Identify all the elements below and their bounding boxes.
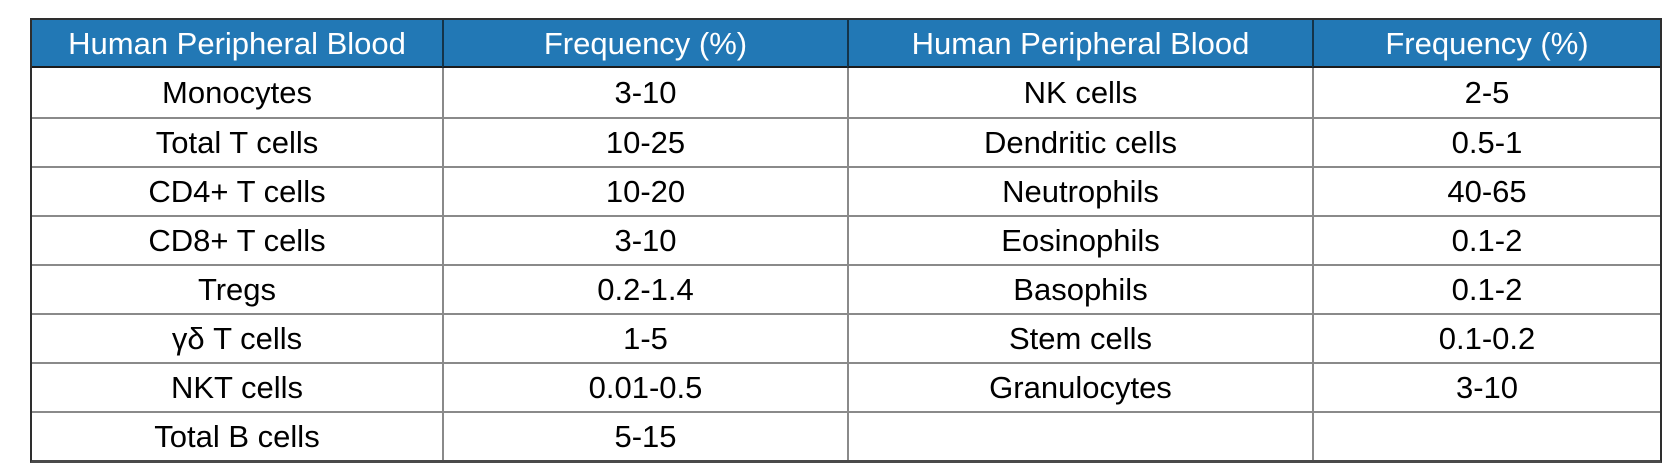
- table-cell: Stem cells: [847, 313, 1312, 362]
- table-cell: Neutrophils: [847, 166, 1312, 215]
- table-cell-empty: [1312, 411, 1660, 460]
- table-cell: 10-20: [442, 166, 847, 215]
- table-cell: Basophils: [847, 264, 1312, 313]
- table-cell: NKT cells: [32, 362, 442, 411]
- table-cell: Total T cells: [32, 117, 442, 166]
- table-cell: Granulocytes: [847, 362, 1312, 411]
- header-cell-population-right: Human Peripheral Blood: [847, 20, 1312, 68]
- table-cell: Dendritic cells: [847, 117, 1312, 166]
- table-cell: 3-10: [1312, 362, 1660, 411]
- blood-cell-frequency-table: Human Peripheral Blood Frequency (%) Hum…: [30, 18, 1662, 463]
- table-cell: 10-25: [442, 117, 847, 166]
- table-cell: 0.1-0.2: [1312, 313, 1660, 362]
- table-cell: Eosinophils: [847, 215, 1312, 264]
- table-cell: Total B cells: [32, 411, 442, 460]
- table-cell: 2-5: [1312, 68, 1660, 117]
- table-cell: 5-15: [442, 411, 847, 460]
- header-cell-population-left: Human Peripheral Blood: [32, 20, 442, 68]
- table-cell: γδ T cells: [32, 313, 442, 362]
- table-cell: Tregs: [32, 264, 442, 313]
- table-cell: 40-65: [1312, 166, 1660, 215]
- table-cell: Monocytes: [32, 68, 442, 117]
- table-cell: 0.2-1.4: [442, 264, 847, 313]
- table-cell: 0.01-0.5: [442, 362, 847, 411]
- table-cell-empty: [847, 411, 1312, 460]
- table-cell: 0.1-2: [1312, 215, 1660, 264]
- table-cell: 0.1-2: [1312, 264, 1660, 313]
- table-cell: 3-10: [442, 68, 847, 117]
- header-cell-frequency-left: Frequency (%): [442, 20, 847, 68]
- header-cell-frequency-right: Frequency (%): [1312, 20, 1660, 68]
- table-cell: 0.5-1: [1312, 117, 1660, 166]
- table-cell: CD4+ T cells: [32, 166, 442, 215]
- table-cell: NK cells: [847, 68, 1312, 117]
- table-cell: 1-5: [442, 313, 847, 362]
- table-cell: CD8+ T cells: [32, 215, 442, 264]
- table-cell: 3-10: [442, 215, 847, 264]
